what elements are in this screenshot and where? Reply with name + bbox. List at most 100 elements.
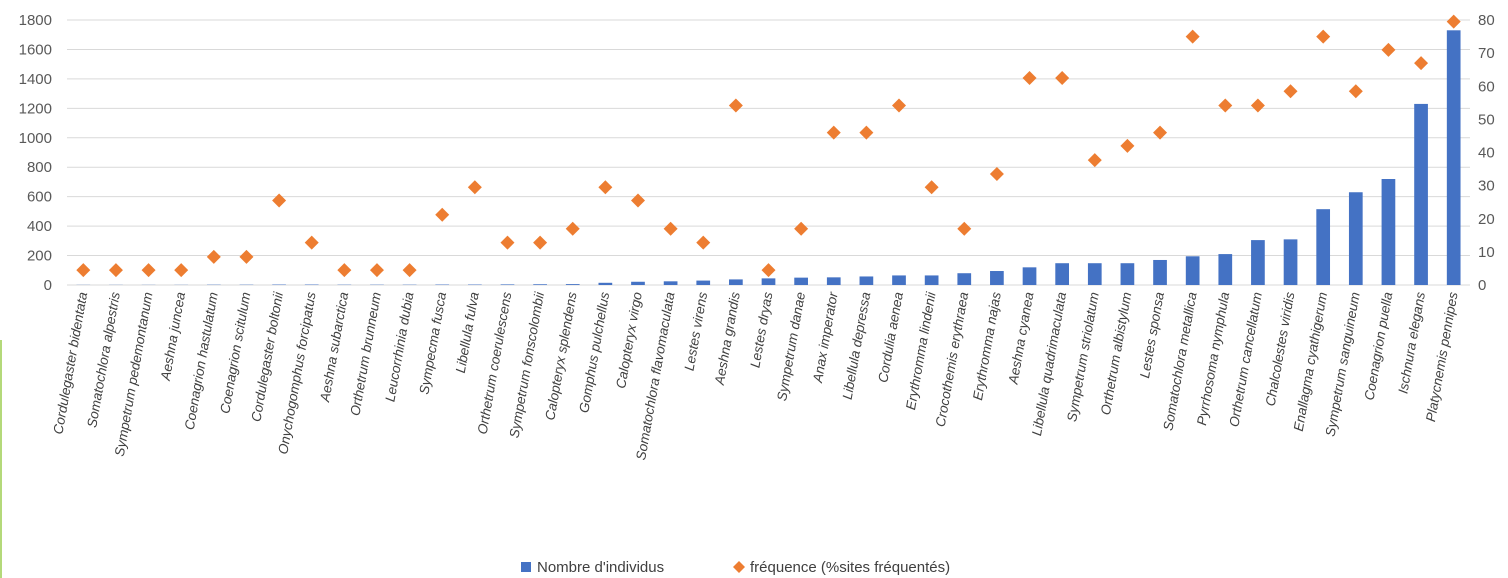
bar [696, 280, 711, 285]
bar [826, 277, 841, 285]
bar [729, 279, 743, 285]
category-label: Ischnura elegans [1395, 291, 1428, 395]
right-tick-label: 10 [1478, 244, 1495, 261]
bar [1381, 179, 1396, 285]
frequency-marker [663, 221, 678, 236]
frequency-marker [108, 263, 123, 278]
bar [1446, 30, 1461, 285]
category-label: Sympetrum fonscolombii [507, 290, 548, 439]
category-label: Sympetrum danae [774, 291, 808, 402]
category-label: Orthetrum albistylum [1098, 291, 1134, 416]
frequency-marker [1381, 42, 1396, 57]
bar [1153, 259, 1167, 285]
category-label: Leucorrhinia dubia [382, 290, 416, 402]
category-label: Aeshna grandis [712, 291, 743, 387]
left-tick-label: 1200 [19, 100, 52, 117]
frequency-marker [892, 98, 907, 113]
left-tick-label: 600 [27, 189, 52, 206]
category-label: Enallagma cyathigerum [1291, 291, 1330, 433]
category-label: Anax imperator [810, 290, 841, 384]
gridlines [67, 19, 1470, 286]
frequency-marker [1446, 14, 1461, 29]
right-y-axis: 0 10 20 30 40 50 60 70 80 [1478, 12, 1495, 294]
frequency-marker [272, 193, 287, 208]
category-label: Crocothemis erythraea [933, 290, 972, 428]
frequency-marker [630, 193, 645, 208]
category-label: Libellula fulva [453, 290, 482, 374]
frequency-marker [174, 263, 189, 278]
frequency-marker [859, 125, 874, 140]
frequency-marker [1087, 153, 1102, 168]
category-label: Erythromma lindenii [903, 290, 939, 411]
right-tick-label: 30 [1478, 178, 1495, 195]
category-label: Cordulia aenea [875, 290, 906, 383]
category-label: Aeshna cyanea [1005, 290, 1036, 386]
left-edge-accent [0, 340, 2, 578]
category-label: Chalcolestes viridis [1263, 291, 1298, 408]
bar [1218, 254, 1233, 285]
category-label: Sympetrum sanguineum [1323, 291, 1363, 438]
frequency-marker [761, 263, 776, 278]
category-label: Sympetrum striolatum [1064, 291, 1102, 423]
bar [1283, 239, 1298, 285]
bar [1120, 263, 1135, 285]
category-label: Coenagrion hastulatum [182, 291, 221, 431]
frequency-marker [435, 207, 450, 222]
category-label: Orthetrum brunneum [347, 291, 384, 417]
legend-frequency-label: fréquence (%sites fréquentés) [750, 559, 950, 576]
legend-diamond-swatch [733, 561, 745, 573]
frequency-marker [1283, 84, 1298, 99]
frequency-marker [239, 249, 254, 264]
frequency-marker [1022, 70, 1037, 85]
left-tick-label: 1400 [19, 71, 52, 88]
bar [1316, 209, 1331, 285]
category-label: Pyrrhosoma nymphula [1194, 290, 1232, 426]
diamond-series [76, 14, 1461, 278]
category-label: Gomphus pulchellus [576, 291, 612, 414]
frequency-marker [402, 263, 417, 278]
category-label: Somatochlora metallica [1160, 290, 1199, 431]
right-tick-label: 70 [1478, 45, 1495, 62]
frequency-marker [924, 180, 939, 195]
legend: Nombre d'individus fréquence (%sites fréq… [521, 559, 950, 576]
frequency-marker [533, 235, 548, 250]
right-tick-label: 80 [1478, 12, 1495, 29]
category-label: Orthetrum coerulescens [475, 291, 515, 436]
category-label: Sympecma fusca [416, 290, 449, 395]
category-label: Erythromma najas [970, 291, 1004, 402]
category-label: Orthetrum cancellatum [1226, 291, 1264, 428]
frequency-marker [1153, 125, 1168, 140]
category-label: Lestes dryas [747, 291, 775, 369]
frequency-marker [826, 125, 841, 140]
frequency-marker [728, 98, 743, 113]
frequency-marker [141, 263, 156, 278]
bar [1185, 256, 1200, 285]
left-y-axis: 0 200 400 600 800 1000 1200 1400 1600 1800 [19, 12, 52, 294]
left-tick-label: 1600 [19, 41, 52, 58]
bar [761, 278, 776, 285]
bar [565, 284, 580, 285]
frequency-marker [369, 263, 384, 278]
frequency-marker [206, 249, 221, 264]
bar [990, 271, 1004, 285]
bar [957, 273, 972, 285]
category-label: Lestes sponsa [1137, 290, 1167, 379]
left-tick-label: 0 [44, 277, 52, 294]
right-tick-label: 60 [1478, 78, 1495, 95]
frequency-marker [1250, 98, 1265, 113]
bar [663, 281, 678, 285]
category-label: Aeshna juncea [158, 290, 189, 382]
bar [859, 276, 874, 285]
right-tick-label: 20 [1478, 211, 1495, 228]
right-tick-label: 50 [1478, 111, 1495, 128]
frequency-marker [1055, 70, 1070, 85]
category-label: Platycnemis pennipes [1423, 291, 1461, 423]
frequency-marker [565, 221, 580, 236]
bar [500, 284, 515, 285]
bar [631, 281, 645, 285]
frequency-marker [1185, 29, 1200, 44]
category-label: Calopteryx splendens [542, 291, 579, 422]
category-label: Calopteryx virgo [613, 290, 645, 389]
